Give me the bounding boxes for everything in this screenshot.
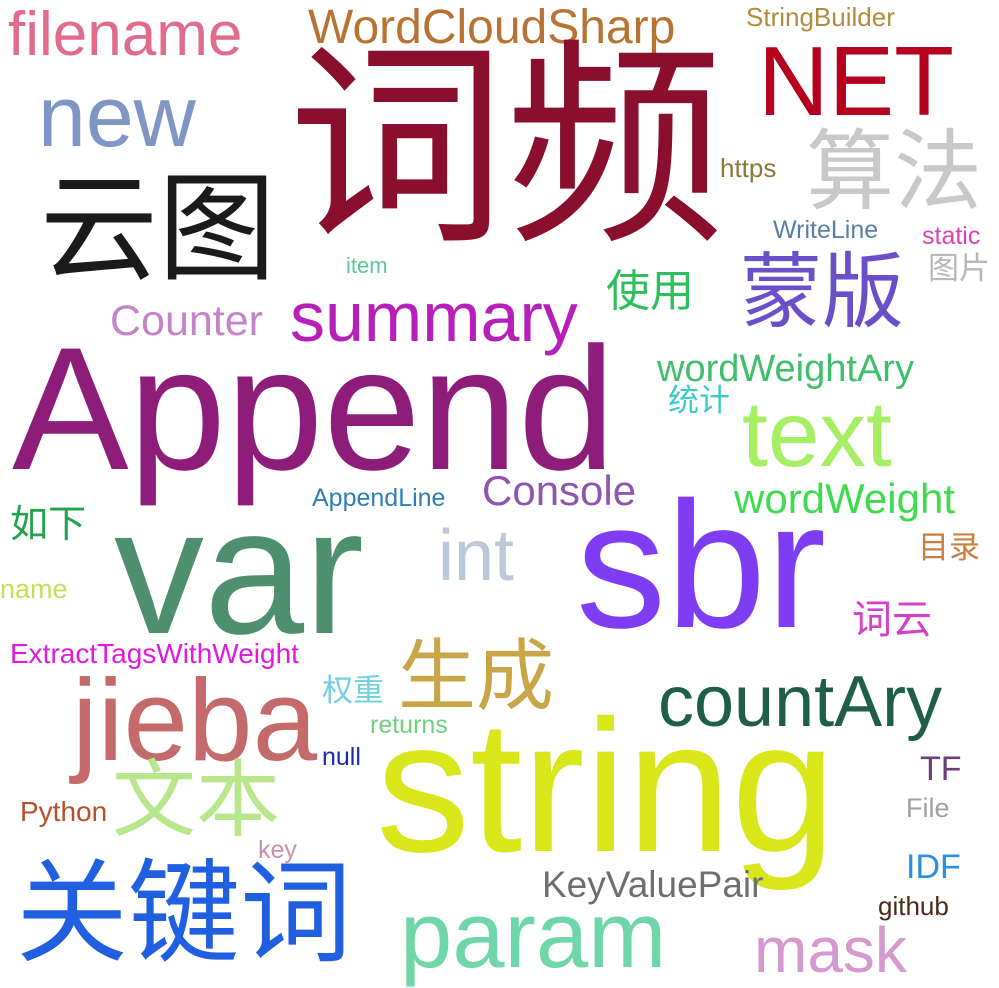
word-quanzhong: 权重: [322, 673, 384, 709]
word-file: File: [906, 793, 950, 823]
word-mulu: 目录: [918, 530, 980, 566]
word-tf: TF: [920, 750, 962, 788]
word-wenben: 文本: [112, 751, 281, 849]
word-ciyun: 词云: [852, 597, 932, 643]
word-stringbuilder: StringBuilder: [746, 2, 895, 32]
word-append: Append: [12, 312, 616, 507]
word-guanjianci: 关键词: [16, 849, 352, 979]
word-shiyong: 使用: [606, 266, 694, 317]
word-mask: mask: [754, 914, 907, 986]
word-var: var: [114, 471, 365, 672]
word-mengban: 蒙版: [740, 245, 905, 340]
word-countary: countAry: [658, 662, 943, 742]
word-filename: filename: [8, 0, 243, 69]
word-string: string: [376, 681, 836, 891]
word-net: NET: [758, 26, 954, 136]
word-github: github: [878, 891, 949, 921]
word-tupian: 图片: [928, 251, 990, 287]
word-jieba: jieba: [72, 655, 318, 785]
word-summary: summary: [290, 278, 578, 356]
word-console: Console: [482, 467, 637, 514]
word-text: text: [742, 382, 892, 486]
word-extracttagswithweight: ExtractTagsWithWeight: [10, 638, 299, 669]
word-key: key: [258, 836, 297, 864]
word-idf: IDF: [906, 848, 961, 886]
word-python: Python: [20, 796, 108, 827]
word-int: int: [438, 516, 515, 596]
word-wordweight: wordWeight: [734, 475, 955, 522]
word-https: https: [720, 153, 777, 183]
word-appendline: AppendLine: [312, 484, 446, 512]
word-returns: returns: [370, 711, 448, 739]
word-new: new: [38, 69, 196, 165]
word-counter: Counter: [110, 297, 263, 345]
word-cipin: 词频: [288, 22, 724, 275]
word-yuntu: 云图: [40, 160, 277, 298]
word-wordcloudsharp: WordCloudSharp: [308, 1, 676, 54]
word-item: item: [346, 253, 388, 278]
word-static: static: [922, 222, 981, 250]
word-ruxia: 如下: [10, 502, 87, 546]
word-suanfa: 算法: [806, 120, 983, 223]
word-keyvaluepair: KeyValuePair: [542, 864, 764, 905]
word-shengcheng: 生成: [398, 632, 555, 722]
word-tongji: 统计: [668, 383, 730, 419]
word-name: name: [0, 574, 68, 604]
word-wordweightary: wordWeightAry: [657, 348, 914, 390]
word-sbr: sbr: [576, 465, 827, 666]
word-param: param: [400, 882, 667, 987]
word-null: null: [322, 743, 361, 771]
word-writeline: WriteLine: [773, 216, 879, 244]
